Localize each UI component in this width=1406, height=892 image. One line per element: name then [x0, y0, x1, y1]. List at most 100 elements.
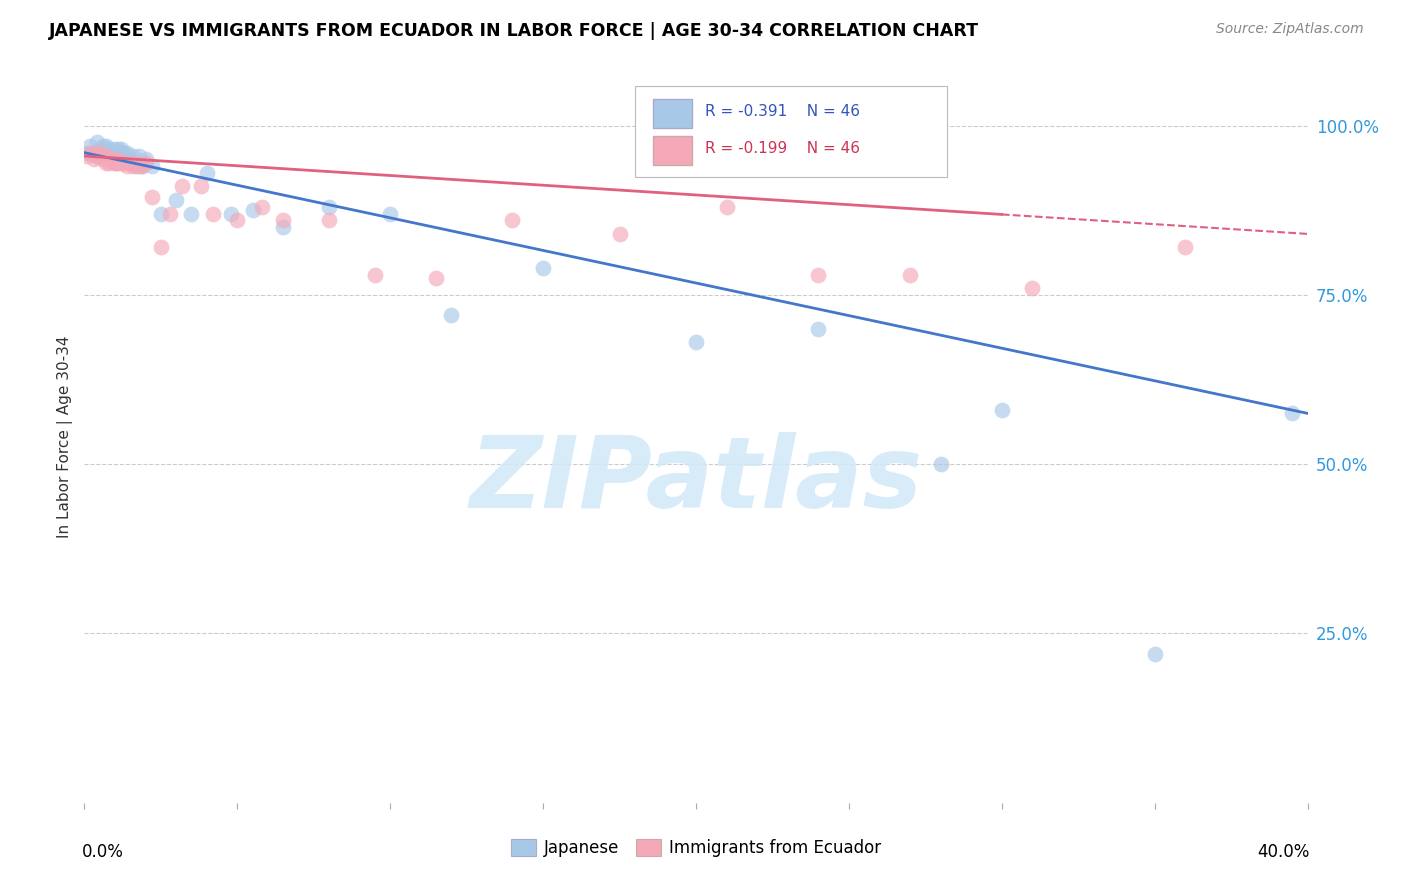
Point	[91, 139, 114, 153]
Point	[94, 139, 117, 153]
Point	[1174, 240, 1197, 254]
Point	[531, 260, 554, 275]
Point	[107, 156, 129, 170]
Point	[97, 142, 120, 156]
Text: ZIPatlas: ZIPatlas	[470, 433, 922, 530]
Point	[201, 206, 224, 220]
Point	[440, 308, 463, 322]
Text: R = -0.391    N = 46: R = -0.391 N = 46	[704, 104, 859, 120]
Point	[226, 213, 249, 227]
Point	[120, 153, 142, 167]
Point	[91, 145, 114, 160]
Point	[110, 145, 132, 160]
Point	[125, 156, 148, 170]
Point	[120, 156, 142, 170]
FancyBboxPatch shape	[636, 86, 946, 178]
Point	[83, 145, 105, 160]
Text: 0.0%: 0.0%	[82, 843, 124, 861]
Point	[104, 156, 127, 170]
Y-axis label: In Labor Force | Age 30-34: In Labor Force | Age 30-34	[58, 335, 73, 539]
Point	[107, 153, 129, 167]
Point	[242, 203, 264, 218]
Point	[609, 227, 631, 241]
Point	[131, 159, 153, 173]
Point	[91, 153, 114, 167]
Point	[94, 149, 117, 163]
Legend: Japanese, Immigrants from Ecuador: Japanese, Immigrants from Ecuador	[503, 832, 889, 864]
Point	[1281, 406, 1303, 420]
Point	[271, 220, 294, 235]
Point	[101, 145, 124, 160]
Point	[86, 136, 108, 150]
Point	[165, 193, 187, 207]
Point	[898, 268, 921, 282]
Point	[107, 145, 129, 160]
Point	[107, 142, 129, 156]
Point	[112, 145, 135, 160]
Point	[76, 145, 98, 160]
Point	[91, 149, 114, 163]
Point	[125, 159, 148, 173]
Point	[135, 153, 157, 167]
Point	[807, 322, 830, 336]
Text: 40.0%: 40.0%	[1257, 843, 1310, 861]
Point	[250, 200, 273, 214]
Point	[122, 149, 145, 163]
Point	[104, 145, 127, 160]
Point	[195, 166, 218, 180]
Point	[128, 159, 150, 173]
Point	[380, 206, 402, 220]
Point	[97, 153, 120, 167]
Point	[141, 159, 163, 173]
Point	[83, 153, 105, 167]
Point	[149, 206, 172, 220]
Point	[131, 159, 153, 173]
Point	[190, 179, 212, 194]
Point	[89, 142, 111, 156]
Point	[104, 142, 127, 156]
Point	[104, 156, 127, 170]
Point	[135, 156, 157, 170]
Point	[685, 335, 707, 350]
Point	[219, 206, 242, 220]
Point	[122, 159, 145, 173]
Point	[172, 179, 194, 194]
Point	[271, 213, 294, 227]
Point	[97, 145, 120, 160]
Point	[86, 149, 108, 163]
Point	[79, 139, 101, 153]
Point	[89, 145, 111, 160]
Point	[159, 206, 181, 220]
Point	[425, 271, 447, 285]
Point	[318, 213, 340, 227]
Point	[79, 145, 101, 160]
Point	[128, 149, 150, 163]
Point	[502, 213, 524, 227]
Text: Source: ZipAtlas.com: Source: ZipAtlas.com	[1216, 22, 1364, 37]
Point	[89, 145, 111, 160]
Point	[318, 200, 340, 214]
Text: R = -0.199    N = 46: R = -0.199 N = 46	[704, 141, 859, 156]
Point	[115, 159, 138, 173]
Point	[141, 189, 163, 203]
Point	[89, 149, 111, 163]
Text: JAPANESE VS IMMIGRANTS FROM ECUADOR IN LABOR FORCE | AGE 30-34 CORRELATION CHART: JAPANESE VS IMMIGRANTS FROM ECUADOR IN L…	[49, 22, 979, 40]
Point	[86, 149, 108, 163]
Point	[97, 156, 120, 170]
Point	[149, 240, 172, 254]
Point	[86, 145, 108, 160]
Point	[180, 206, 202, 220]
FancyBboxPatch shape	[654, 99, 692, 128]
FancyBboxPatch shape	[654, 136, 692, 165]
Point	[807, 268, 830, 282]
Point	[1021, 281, 1043, 295]
Point	[929, 457, 952, 471]
Point	[76, 149, 98, 163]
Point	[991, 403, 1014, 417]
Point	[115, 145, 138, 160]
Point	[94, 156, 117, 170]
Point	[1143, 647, 1166, 661]
Point	[101, 153, 124, 167]
Point	[110, 142, 132, 156]
Point	[94, 145, 117, 160]
